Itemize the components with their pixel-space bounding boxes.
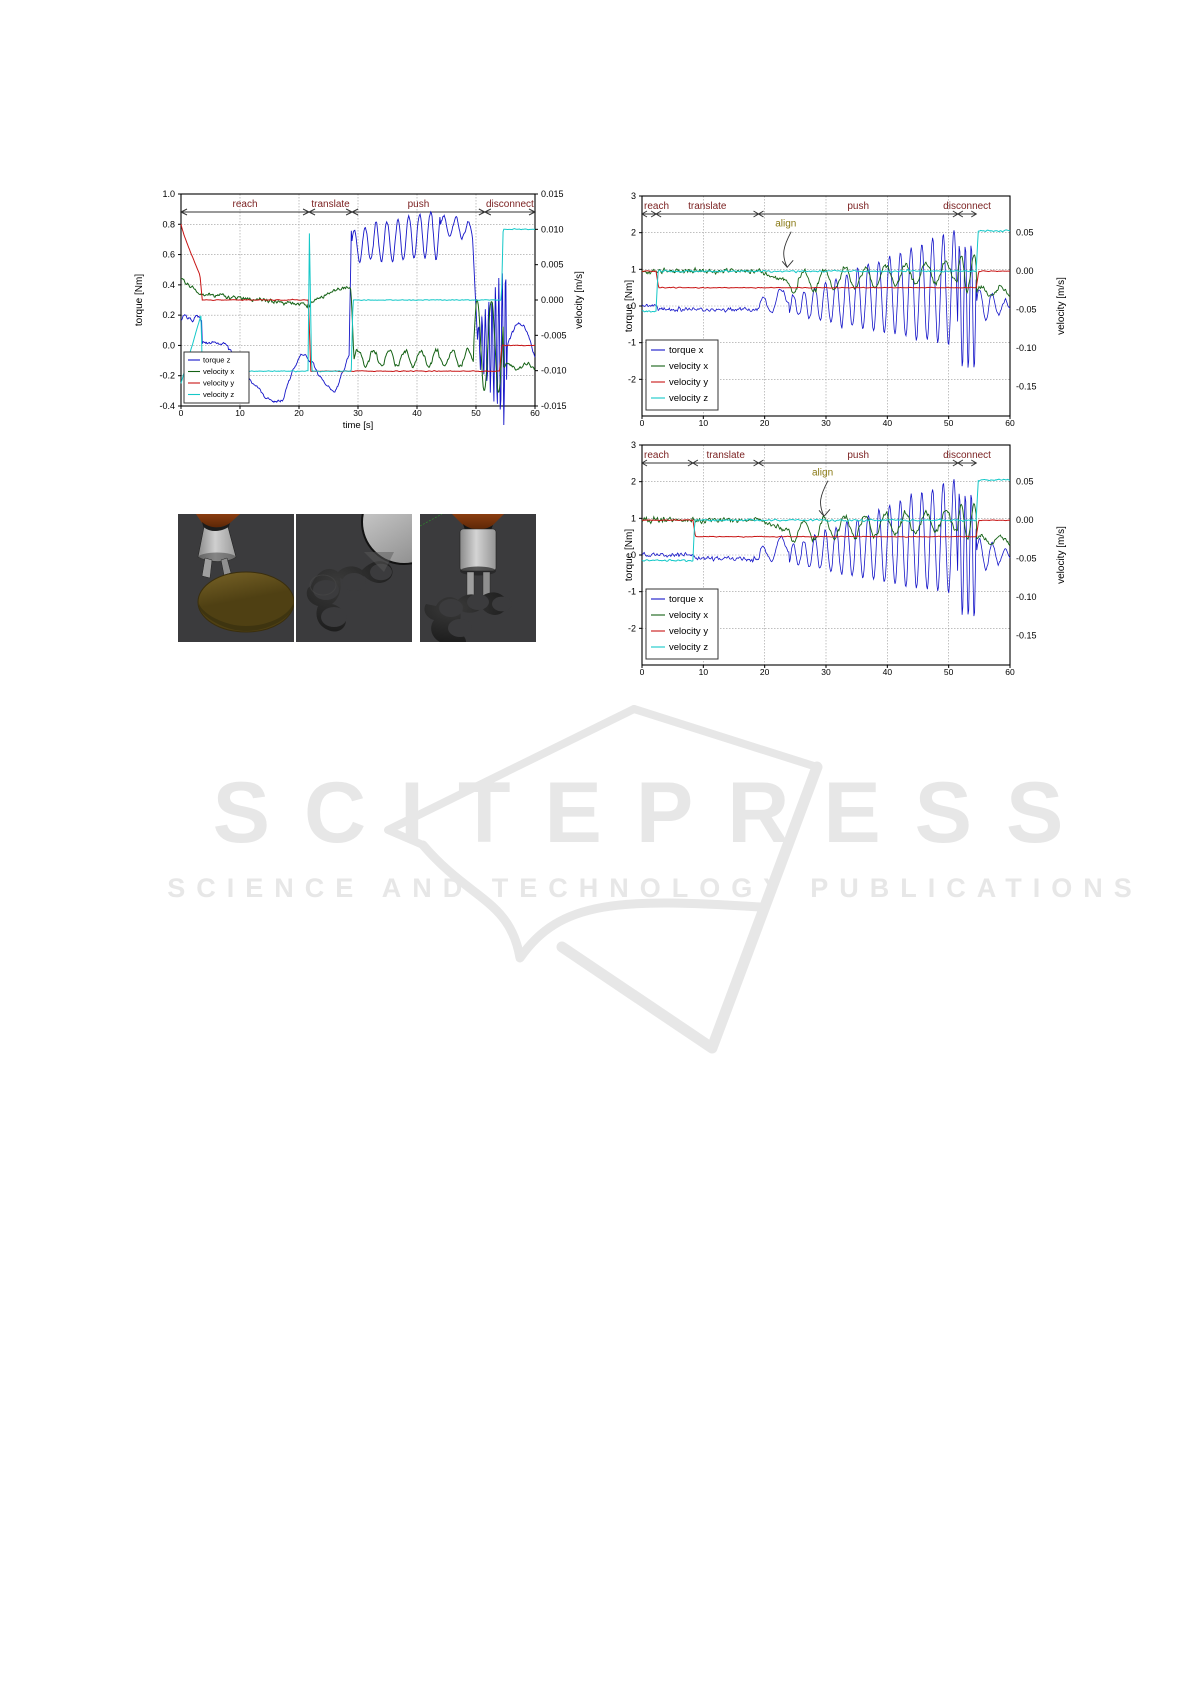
- svg-text:0.05: 0.05: [1016, 477, 1034, 487]
- svg-text:velocity z: velocity z: [669, 393, 708, 404]
- svg-text:disconnect: disconnect: [943, 201, 991, 212]
- svg-text:reach: reach: [233, 199, 258, 210]
- svg-text:0.00: 0.00: [1016, 515, 1034, 525]
- svg-text:0: 0: [640, 418, 645, 428]
- svg-text:0.05: 0.05: [1016, 228, 1034, 238]
- svg-text:10: 10: [699, 418, 709, 428]
- svg-text:-0.15: -0.15: [1016, 382, 1037, 392]
- svg-text:velocity [m/s]: velocity [m/s]: [1056, 277, 1067, 335]
- svg-text:-0.4: -0.4: [159, 401, 175, 411]
- svg-text:reach: reach: [644, 450, 669, 461]
- svg-text:push: push: [847, 201, 869, 212]
- svg-text:push: push: [847, 450, 869, 461]
- svg-text:velocity x: velocity x: [669, 610, 708, 621]
- svg-text:3: 3: [631, 191, 636, 201]
- svg-text:torque [Nm]: torque [Nm]: [624, 280, 635, 332]
- svg-text:60: 60: [1005, 418, 1015, 428]
- svg-text:0: 0: [179, 408, 184, 418]
- svg-text:translate: translate: [311, 199, 350, 210]
- svg-text:velocity y: velocity y: [203, 379, 234, 388]
- svg-text:-0.2: -0.2: [159, 371, 175, 381]
- svg-text:0.015: 0.015: [541, 189, 564, 199]
- svg-text:0.2: 0.2: [162, 310, 175, 320]
- svg-text:20: 20: [760, 418, 770, 428]
- svg-text:2: 2: [631, 228, 636, 238]
- svg-text:disconnect: disconnect: [943, 450, 991, 461]
- svg-text:40: 40: [412, 408, 422, 418]
- svg-text:3: 3: [631, 440, 636, 450]
- svg-text:0.00: 0.00: [1016, 266, 1034, 276]
- svg-text:2: 2: [631, 477, 636, 487]
- svg-text:-0.10: -0.10: [1016, 592, 1037, 602]
- svg-text:push: push: [408, 199, 430, 210]
- svg-text:disconnect: disconnect: [486, 199, 534, 210]
- svg-text:0.0: 0.0: [162, 340, 175, 350]
- svg-text:-1: -1: [628, 338, 636, 348]
- svg-text:torque x: torque x: [669, 345, 704, 356]
- svg-text:1: 1: [631, 264, 636, 274]
- svg-text:torque z: torque z: [203, 356, 231, 365]
- svg-text:50: 50: [471, 408, 481, 418]
- svg-text:0.005: 0.005: [541, 260, 564, 270]
- svg-text:30: 30: [353, 408, 363, 418]
- svg-text:velocity [m/s]: velocity [m/s]: [574, 271, 585, 329]
- svg-text:reach: reach: [644, 201, 669, 212]
- svg-text:SCIENCE AND TECHNOLOGY PUBLICA: SCIENCE AND TECHNOLOGY PUBLICATIONS: [167, 873, 1143, 903]
- svg-text:time [s]: time [s]: [343, 420, 374, 430]
- svg-text:-0.010: -0.010: [541, 366, 567, 376]
- svg-text:velocity y: velocity y: [669, 626, 708, 637]
- svg-text:align: align: [775, 219, 796, 230]
- svg-text:-1: -1: [628, 587, 636, 597]
- svg-text:0.8: 0.8: [162, 219, 175, 229]
- svg-text:0.6: 0.6: [162, 250, 175, 260]
- svg-text:velocity x: velocity x: [203, 367, 234, 376]
- svg-text:align: align: [812, 468, 833, 479]
- svg-text:SCITEPRESS: SCITEPRESS: [213, 765, 1098, 861]
- svg-text:10: 10: [235, 408, 245, 418]
- svg-text:velocity [m/s]: velocity [m/s]: [1056, 526, 1067, 584]
- svg-text:-2: -2: [628, 623, 636, 633]
- svg-text:20: 20: [294, 408, 304, 418]
- svg-text:50: 50: [944, 418, 954, 428]
- svg-text:translate: translate: [707, 450, 746, 461]
- svg-text:-0.005: -0.005: [541, 330, 567, 340]
- svg-text:velocity y: velocity y: [669, 377, 708, 388]
- svg-text:torque [Nm]: torque [Nm]: [624, 529, 635, 581]
- svg-text:-0.10: -0.10: [1016, 343, 1037, 353]
- svg-text:60: 60: [530, 408, 540, 418]
- svg-text:1: 1: [631, 513, 636, 523]
- svg-text:0.000: 0.000: [541, 295, 564, 305]
- svg-text:-2: -2: [628, 374, 636, 384]
- svg-text:velocity x: velocity x: [669, 361, 708, 372]
- svg-text:-0.05: -0.05: [1016, 554, 1037, 564]
- svg-text:translate: translate: [688, 201, 727, 212]
- svg-text:-0.15: -0.15: [1016, 631, 1037, 641]
- svg-text:torque x: torque x: [669, 594, 704, 605]
- svg-text:1.0: 1.0: [162, 189, 175, 199]
- svg-text:0.4: 0.4: [162, 280, 175, 290]
- svg-text:30: 30: [821, 418, 831, 428]
- svg-text:40: 40: [883, 418, 893, 428]
- svg-text:torque [Nm]: torque [Nm]: [134, 274, 145, 326]
- svg-text:-0.015: -0.015: [541, 401, 567, 411]
- svg-text:velocity z: velocity z: [203, 390, 234, 399]
- svg-text:0.010: 0.010: [541, 224, 564, 234]
- svg-text:-0.05: -0.05: [1016, 305, 1037, 315]
